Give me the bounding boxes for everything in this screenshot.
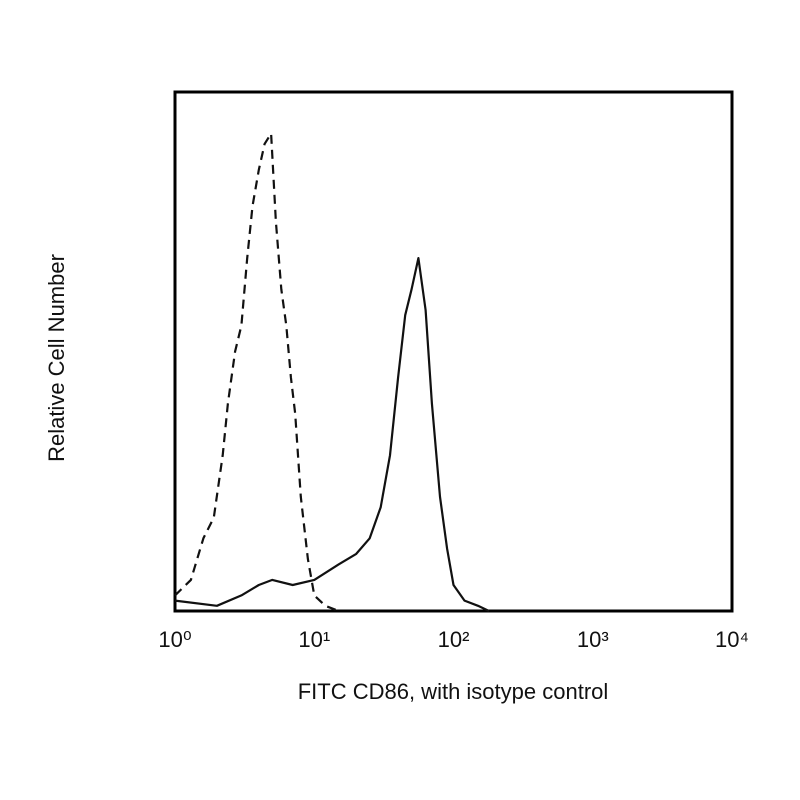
x-tick-label: 10¹ bbox=[298, 627, 330, 652]
histogram-line bbox=[174, 257, 490, 612]
x-axis-label: FITC CD86, with isotype control bbox=[298, 679, 609, 704]
x-tick-label: 10⁴ bbox=[715, 627, 749, 652]
plot-frame bbox=[173, 90, 734, 613]
x-tick-label: 10² bbox=[438, 627, 470, 652]
x-tick-label: 10³ bbox=[577, 627, 609, 652]
y-axis-label: Relative Cell Number bbox=[44, 254, 69, 462]
histogram-line bbox=[174, 132, 340, 613]
x-tick-label: 10⁰ bbox=[158, 627, 191, 652]
